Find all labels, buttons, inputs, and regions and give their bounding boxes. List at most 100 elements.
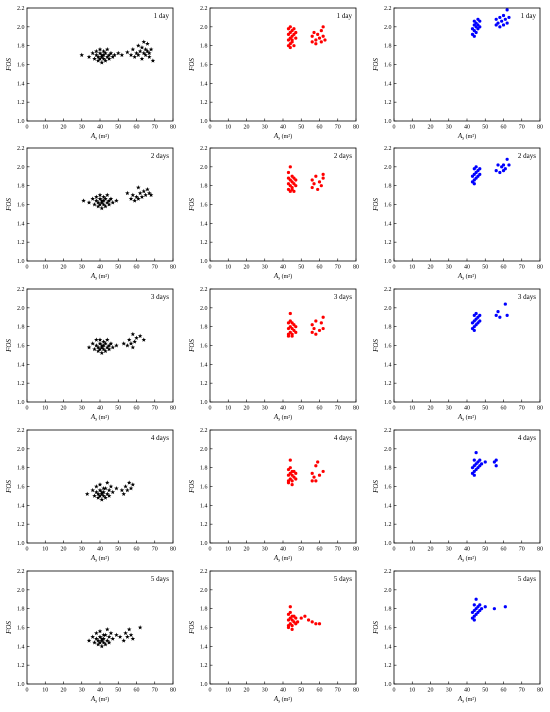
y-tick-label: 1.4 [17,644,25,650]
data-point [310,479,314,483]
x-tick-label: 70 [519,265,525,271]
data-point [145,187,150,192]
data-point [314,42,318,46]
data-point [136,185,141,190]
x-tick-label: 10 [225,547,231,553]
data-point [294,178,298,182]
data-point [97,628,103,634]
data-point [505,21,509,25]
x-tick-label: 20 [244,547,250,553]
data-point [106,487,112,493]
x-tick-label: 10 [409,125,415,131]
data-point [496,163,500,167]
data-point [303,614,307,618]
y-axis-title: FOS [5,480,13,494]
data-point [494,17,498,21]
x-tick-label: 30 [446,547,452,553]
x-tick-label: 0 [26,688,29,694]
data-point [97,192,103,198]
data-point [97,487,103,493]
data-point [105,491,110,496]
x-tick-label: 50 [298,547,304,553]
data-point [321,315,325,319]
data-point [125,634,130,639]
y-tick-label: 1.2 [200,663,208,669]
x-tick-label: 0 [26,125,29,131]
data-point [498,170,502,175]
x-tick-label: 80 [170,688,176,694]
data-point [321,469,325,474]
y-tick-label: 1.6 [17,626,25,632]
x-tick-label: 20 [428,125,434,131]
data-point [126,480,132,485]
data-point [288,458,292,462]
data-point [99,497,105,502]
data-point [92,202,97,207]
y-tick-label: 1.6 [17,485,25,491]
chart-svg: 0 10 20 30 40 50 60 70 80 1.0 1.2 1.4 1.6 1.8 2.0 2.2 As… [188,6,359,142]
data-point [474,451,478,455]
y-tick-label: 2.2 [17,287,25,293]
y-tick-label: 2.2 [17,569,25,575]
x-tick-label: 80 [537,547,543,553]
y-tick-label: 1.4 [17,221,25,227]
plot-frame [209,288,357,403]
y-tick-label: 2.0 [17,165,25,171]
data-point [474,165,478,169]
data-point [121,491,127,496]
data-point [505,157,509,161]
x-tick-label: 70 [519,547,525,553]
day-annotation: 4 days [151,434,169,442]
data-point [105,54,110,59]
data-point [494,169,498,173]
data-point [314,319,318,323]
y-tick-label: 1.6 [384,485,392,491]
data-point [126,626,132,632]
data-point [500,19,504,23]
x-tick-label: 10 [225,125,231,131]
chart-svg: 0 10 20 30 40 50 60 70 80 1.0 1.2 1.4 1.6 1.8 2.0 2.2 As… [188,569,359,705]
data-point [121,638,127,643]
data-point [480,607,484,611]
data-point [314,174,318,178]
data-point [317,473,322,477]
data-point [119,52,125,58]
data-point [150,58,156,63]
y-tick-label: 1.2 [17,381,25,387]
y-tick-label: 1.2 [384,663,392,669]
data-point [106,346,112,352]
data-point [319,29,323,33]
data-point [137,190,143,196]
y-axis-title: FOS [372,198,380,212]
data-point [146,50,152,56]
data-point [130,331,136,337]
data-point [97,341,103,346]
data-point [95,495,101,500]
y-tick-label: 1.8 [17,466,25,472]
y-axis-title: FOS [372,621,380,635]
data-point [110,344,116,350]
data-point [286,170,291,175]
y-tick-label: 1.4 [384,503,392,509]
y-axis-title: FOS [188,339,196,353]
y-axis-title: FOS [372,480,380,494]
y-tick-label: 1.2 [384,240,392,246]
data-point [492,607,496,611]
day-annotation: 3 days [518,293,536,301]
x-tick-label: 20 [61,547,67,553]
y-tick-label: 1.4 [384,221,392,227]
data-point [288,45,292,50]
y-tick-label: 2.0 [200,306,208,312]
x-axis-title: As (m²) [273,413,292,423]
x-tick-label: 20 [61,688,67,694]
y-tick-label: 1.8 [17,607,25,613]
data-point [86,54,92,59]
data-point [108,196,114,201]
data-point [94,630,99,636]
data-point [94,194,99,199]
data-point [117,634,123,639]
data-point [108,630,114,636]
x-tick-label: 80 [537,265,543,271]
y-tick-label: 2.0 [384,447,392,453]
data-point [84,491,90,496]
